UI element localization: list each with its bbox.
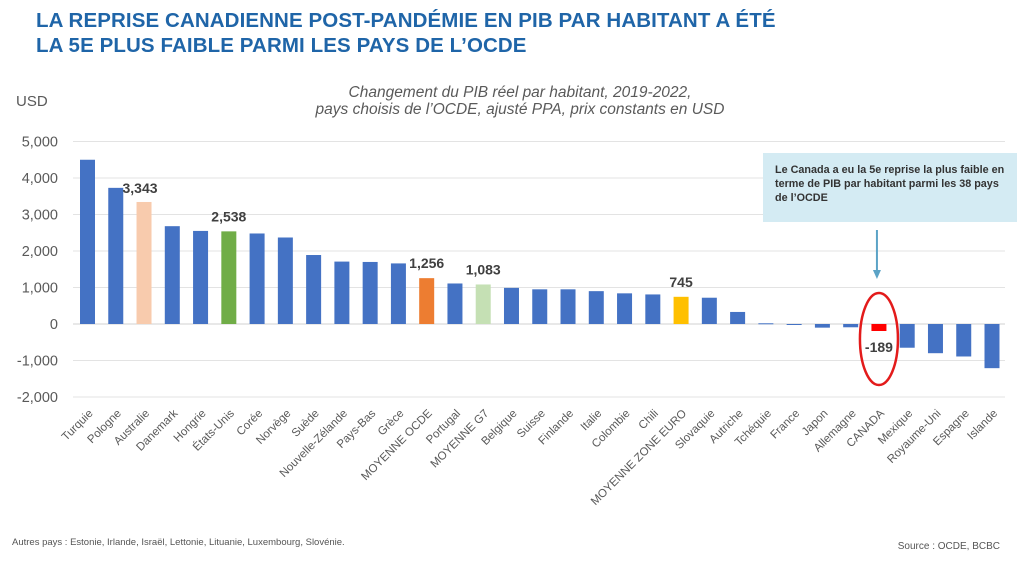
- arrow-head-icon: [872, 270, 881, 279]
- bar-danemark: [164, 226, 180, 324]
- bar-slovaquie: [701, 297, 717, 324]
- y-tick-label: -2,000: [17, 390, 58, 406]
- data-label: 2,538: [211, 208, 246, 224]
- bar-belgique: [503, 287, 519, 324]
- bar-autriche: [730, 311, 746, 324]
- data-labels: 3,343 2,538 1,256 1,083 745 -189: [123, 180, 894, 355]
- highlight-ellipse: [858, 291, 900, 387]
- bar-pays-bas: [362, 261, 378, 324]
- x-tick-label: Chili: [637, 408, 661, 432]
- bar-moyenne-zone-euro: [673, 296, 689, 324]
- bar-islande: [984, 324, 1000, 369]
- bar-grèce: [390, 263, 406, 324]
- chart-subtitle: Changement du PIB réel par habitant, 201…: [260, 84, 780, 118]
- bar-italie: [588, 291, 604, 324]
- bar-france: [786, 324, 802, 325]
- y-tick-label: 2,000: [22, 244, 58, 260]
- y-tick-label: 5,000: [22, 135, 58, 151]
- data-label: -189: [865, 339, 893, 355]
- y-tick-label: -1,000: [17, 354, 58, 370]
- source-note: Source : OCDE, BCBC: [897, 541, 1000, 552]
- bar-japon: [814, 324, 830, 328]
- y-tick-label: 3,000: [22, 208, 58, 224]
- bar-espagne: [956, 324, 972, 357]
- bars: [80, 159, 1000, 369]
- y-tick-label: 0: [50, 317, 58, 333]
- bar-canada: [871, 324, 887, 331]
- page-title: LA REPRISE CANADIENNE POST-PANDÉMIE EN P…: [36, 8, 776, 58]
- chart-subtitle-line: pays choisis de l’OCDE, ajusté PPA, prix…: [315, 101, 725, 118]
- bar-chili: [645, 294, 661, 324]
- y-tick-label: 4,000: [22, 171, 58, 187]
- annotations: [858, 230, 900, 387]
- title-line-2: LA 5E PLUS FAIBLE PARMI LES PAYS DE L’OC…: [36, 34, 527, 57]
- x-tick-label: France: [768, 408, 802, 442]
- bar-hongrie: [193, 230, 209, 324]
- bar-mexique: [899, 324, 915, 348]
- bar-portugal: [447, 283, 463, 324]
- bar-suède: [306, 255, 322, 324]
- x-tick-label: Islande: [965, 408, 1000, 443]
- bar-états-unis: [221, 231, 237, 324]
- title-line-1: LA REPRISE CANADIENNE POST-PANDÉMIE EN P…: [36, 9, 776, 32]
- bar-corée: [249, 233, 265, 324]
- bar-tchéquie: [758, 323, 774, 325]
- bar-turquie: [80, 159, 95, 324]
- y-axis-ticks: 5,000 4,000 3,000 2,000 1,000 0 -1,000 -2,000: [17, 135, 58, 407]
- bar-norvège: [277, 237, 293, 324]
- bar-moyenne-g7: [475, 284, 491, 324]
- bar-royaume-uni: [927, 324, 943, 354]
- chart-title: Changement du PIB réel par habitant, 201…: [348, 84, 692, 101]
- bar-australie: [136, 201, 152, 324]
- data-label: 745: [669, 274, 693, 290]
- bar-nouvelle-zélande: [334, 261, 350, 324]
- annotation-callout: Le Canada a eu la 5e reprise la plus fai…: [763, 153, 1017, 222]
- bar-colombie: [617, 293, 633, 324]
- x-tick-label: Italie: [579, 408, 605, 434]
- bar-allemagne: [843, 324, 859, 328]
- x-axis-labels: TurquiePologneAustralieDanemarkHongrieÉt…: [60, 407, 1000, 508]
- other-countries-note: Autres pays : Estonie, Irlande, Israël, …: [12, 537, 345, 548]
- y-axis-unit-label: USD: [16, 93, 48, 110]
- bar-pologne: [108, 187, 124, 324]
- data-label: 1,083: [466, 261, 501, 277]
- bar-moyenne-ocde: [419, 278, 435, 324]
- y-tick-label: 1,000: [22, 281, 58, 297]
- data-label: 1,256: [409, 255, 444, 271]
- bar-suisse: [532, 289, 548, 324]
- bar-finlande: [560, 289, 576, 324]
- data-label: 3,343: [123, 180, 158, 196]
